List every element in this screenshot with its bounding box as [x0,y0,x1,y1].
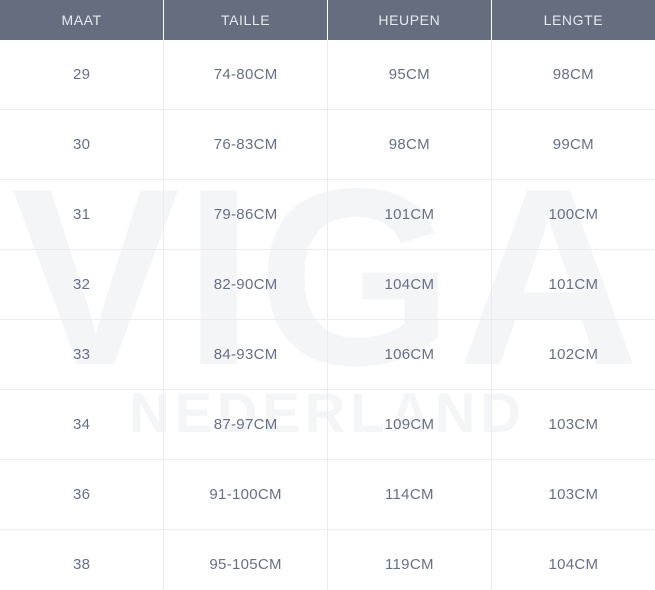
cell-lengte: 98CM [491,40,655,110]
column-header-taille: TAILLE [163,0,328,40]
cell-maat: 31 [0,179,165,250]
cell-lengte: 102CM [491,319,655,390]
cell-taille: 84-93CM [163,319,328,390]
cell-heupen: 95CM [327,40,492,110]
cell-maat: 30 [0,109,165,180]
table-row: 31 79-86CM 101CM 100CM [0,179,655,250]
cell-maat: 33 [0,319,165,390]
table-header: MAAT TAILLE HEUPEN LENGTE [0,0,655,40]
cell-taille: 82-90CM [163,249,328,320]
cell-lengte: 100CM [491,179,655,250]
cell-taille: 74-80CM [163,40,328,110]
table-row: 32 82-90CM 104CM 101CM [0,249,655,320]
cell-heupen: 114CM [327,459,492,530]
column-header-maat: MAAT [0,0,165,40]
table-row: 34 87-97CM 109CM 103CM [0,389,655,460]
table-row: 36 91-100CM 114CM 103CM [0,459,655,530]
cell-taille: 87-97CM [163,389,328,460]
cell-maat: 38 [0,529,165,590]
cell-lengte: 103CM [491,389,655,460]
cell-taille: 79-86CM [163,179,328,250]
cell-lengte: 103CM [491,459,655,530]
cell-maat: 36 [0,459,165,530]
table-row: 30 76-83CM 98CM 99CM [0,109,655,180]
cell-heupen: 104CM [327,249,492,320]
column-header-heupen: HEUPEN [327,0,492,40]
cell-heupen: 106CM [327,319,492,390]
cell-heupen: 119CM [327,529,492,590]
cell-lengte: 101CM [491,249,655,320]
table-row: 38 95-105CM 119CM 104CM [0,529,655,590]
cell-heupen: 109CM [327,389,492,460]
cell-maat: 34 [0,389,165,460]
table-header-row: MAAT TAILLE HEUPEN LENGTE [0,0,655,40]
cell-maat: 29 [0,40,165,110]
cell-heupen: 101CM [327,179,492,250]
table-row: 33 84-93CM 106CM 102CM [0,319,655,390]
cell-heupen: 98CM [327,109,492,180]
cell-lengte: 104CM [548,556,599,573]
table-body: 29 74-80CM 95CM 98CM 30 76-83CM 98CM 99C… [0,40,655,590]
cell-taille: 91-100CM [163,459,328,530]
cell-taille: 95-105CM [163,529,328,590]
cell-lengte: 99CM [491,109,655,180]
cell-taille: 76-83CM [163,109,328,180]
table-row: 29 74-80CM 95CM 98CM [0,40,655,110]
column-header-lengte: LENGTE [491,0,655,40]
cell-maat: 32 [0,249,165,320]
